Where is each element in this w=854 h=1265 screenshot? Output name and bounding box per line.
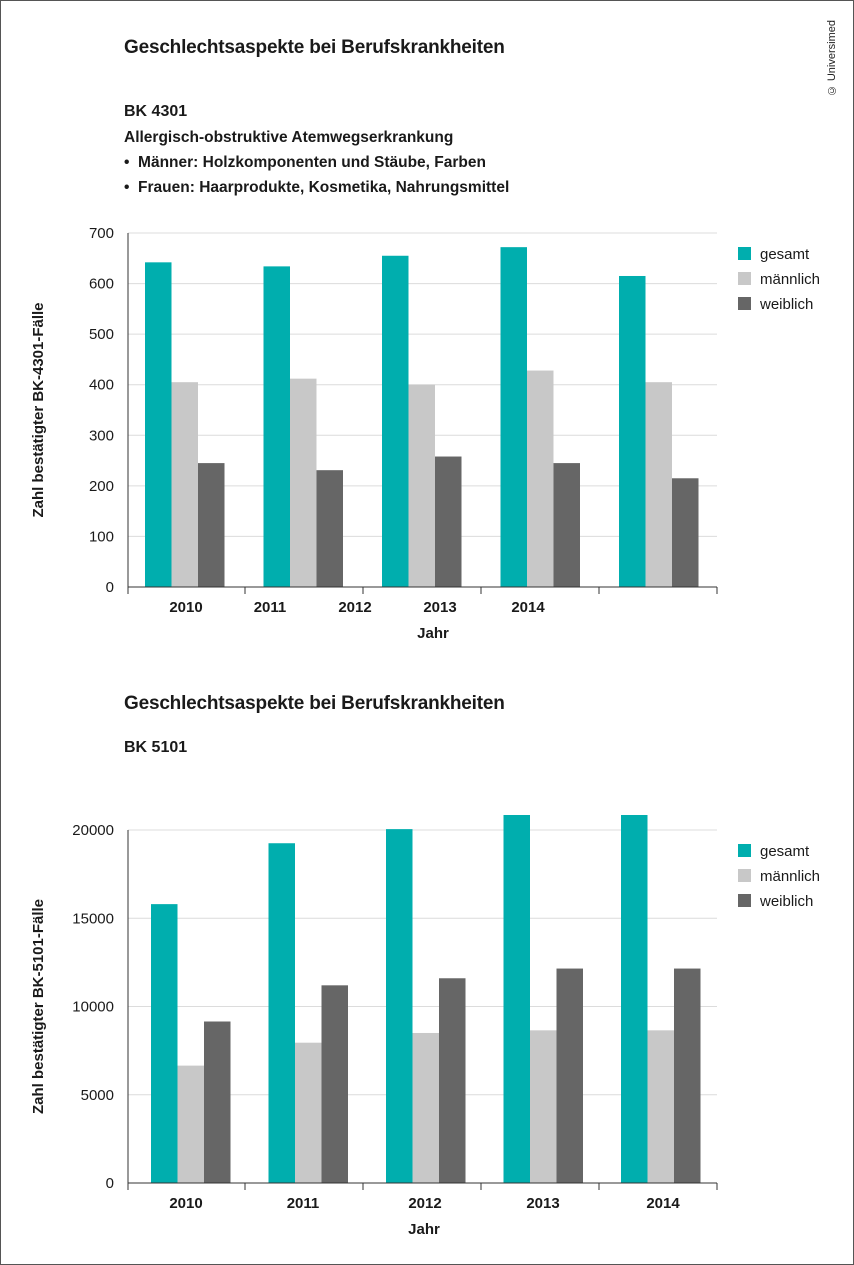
bar-gesamt	[268, 843, 295, 1183]
bar-gesamt	[619, 275, 646, 587]
bar-männlich	[645, 382, 672, 587]
bar-weiblich	[316, 470, 343, 587]
bar-gesamt	[145, 262, 172, 587]
x-tick-label: 2012	[408, 1195, 441, 1212]
legend-label-weiblich: weiblich	[759, 893, 813, 910]
bar-weiblich	[198, 463, 225, 587]
y-tick-label: 400	[89, 377, 114, 394]
y-axis-label: Zahl bestätigter BK-4301-Fälle	[30, 302, 47, 517]
legend-label-weiblich: weiblich	[759, 296, 813, 313]
x-tick-label: 2014	[511, 599, 545, 616]
y-tick-label: 0	[106, 579, 114, 596]
bar-weiblich	[672, 478, 699, 587]
bar-gesamt	[386, 829, 413, 1183]
bar-männlich	[530, 1030, 557, 1183]
bar-männlich	[295, 1042, 322, 1183]
bar-weiblich	[553, 463, 580, 587]
chart1-bullet-text: Männer: Holzkomponenten und Stäube, Farb…	[138, 154, 486, 171]
legend-swatch-männlich	[738, 869, 751, 882]
chart1-svg: 0 100 200 300 400 500 600 700 2010 2011 2012 2013 20…	[30, 225, 820, 642]
y-tick-label: 5000	[81, 1087, 114, 1104]
y-tick-label: 20000	[72, 822, 114, 839]
legend-swatch-männlich	[738, 272, 751, 285]
bar-männlich	[647, 1030, 674, 1183]
bar-weiblich	[439, 978, 466, 1183]
x-tick-label: 2010	[169, 599, 202, 616]
x-tick-label: 2012	[338, 599, 371, 616]
bar-gesamt	[263, 266, 290, 587]
bar-gesamt	[500, 247, 527, 587]
chart1-description: Allergisch-obstruktive Atemwegserkrankun…	[124, 129, 454, 146]
x-tick-label: 2011	[287, 1195, 320, 1212]
legend-swatch-weiblich	[738, 297, 751, 310]
x-tick-label: 2010	[169, 1195, 202, 1212]
chart2-svg: 0 5000 10000 15000 20000 2010 2011 2012 2013 2014…	[30, 814, 820, 1238]
legend-label-männlich: männlich	[760, 271, 820, 288]
bar-männlich	[412, 1032, 439, 1183]
chart2-title: Geschlechtsaspekte bei Berufskrankheiten	[124, 693, 505, 714]
bar-gesamt	[151, 904, 178, 1183]
bar-männlich	[408, 384, 435, 587]
y-tick-label: 600	[89, 276, 114, 293]
legend-label-gesamt: gesamt	[760, 843, 810, 860]
legend-label-gesamt: gesamt	[760, 246, 810, 263]
bar-gesamt	[382, 255, 409, 587]
bar-weiblich	[435, 456, 462, 587]
chart1-bullet-item: • Frauen: Haarprodukte, Kosmetika, Nahru…	[124, 179, 510, 196]
bar-männlich	[527, 370, 554, 587]
x-tick-label: 2013	[423, 599, 456, 616]
y-tick-label: 15000	[72, 910, 114, 927]
bar-weiblich	[556, 968, 583, 1183]
bar-gesamt	[621, 814, 648, 1183]
y-tick-label: 200	[89, 478, 114, 495]
chart1-bullet-text: Frauen: Haarprodukte, Kosmetika, Nahrung…	[138, 179, 510, 196]
bar-weiblich	[674, 968, 701, 1183]
chart1-title: Geschlechtsaspekte bei Berufskrankheiten	[124, 37, 505, 58]
bar-gesamt	[503, 814, 530, 1183]
y-tick-label: 300	[89, 427, 114, 444]
copyright-note: © Universimed	[826, 20, 838, 97]
x-axis-label: Jahr	[408, 1221, 440, 1238]
y-tick-label: 10000	[72, 999, 114, 1016]
x-tick-label: 2014	[646, 1195, 680, 1212]
bar-weiblich	[321, 985, 348, 1183]
legend-swatch-weiblich	[738, 894, 751, 907]
bar-männlich	[171, 382, 198, 587]
y-tick-label: 700	[89, 225, 114, 242]
chart2-subtitle: BK 5101	[124, 739, 188, 756]
x-tick-label: 2013	[526, 1195, 559, 1212]
bar-männlich	[177, 1065, 204, 1183]
bar-weiblich	[204, 1021, 231, 1183]
legend-swatch-gesamt	[738, 247, 751, 260]
chart1-bullet-item: • Männer: Holzkomponenten und Stäube, Fa…	[124, 154, 486, 171]
y-tick-label: 500	[89, 326, 114, 343]
y-axis-label: Zahl bestätigter BK-5101-Fälle	[30, 899, 47, 1114]
y-tick-label: 100	[89, 528, 114, 545]
chart1-subtitle: BK 4301	[124, 103, 188, 120]
x-axis-label: Jahr	[417, 625, 449, 642]
y-tick-label: 0	[106, 1175, 114, 1192]
legend-label-männlich: männlich	[760, 868, 820, 885]
legend-swatch-gesamt	[738, 844, 751, 857]
x-tick-label: 2011	[254, 599, 287, 616]
bar-männlich	[290, 378, 317, 587]
